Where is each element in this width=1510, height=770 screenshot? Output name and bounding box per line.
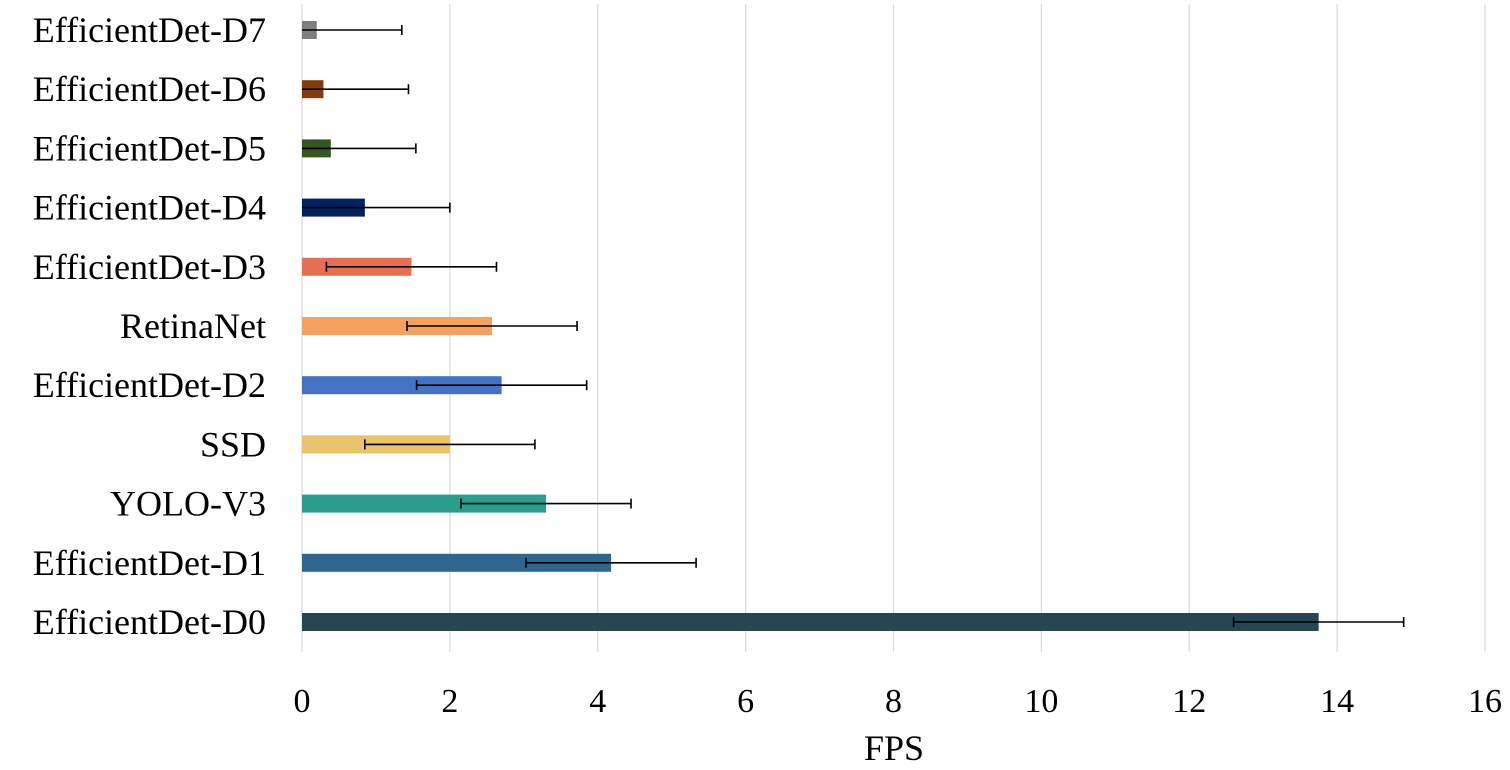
category-label-efficientdet-d5: EfficientDet-D5	[33, 128, 266, 168]
error-bar-ssd	[364, 439, 536, 450]
error-bar-efficientdet-d1	[525, 557, 697, 568]
error-bar-retinanet	[406, 321, 578, 331]
category-label-ssd: SSD	[200, 424, 266, 464]
error-bar-efficientdet-d7	[302, 25, 403, 35]
bars	[302, 21, 1319, 631]
category-label-efficientdet-d4: EfficientDet-D4	[33, 188, 266, 228]
x-tick-14: 14	[1320, 683, 1354, 720]
x-tick-8: 8	[885, 683, 902, 720]
error-bar-efficientdet-d5	[302, 143, 417, 154]
gridlines	[301, 4, 1486, 652]
x-tick-4: 4	[589, 683, 606, 720]
x-tick-16: 16	[1468, 683, 1502, 720]
category-label-efficientdet-d1: EfficientDet-D1	[33, 543, 266, 583]
category-label-efficientdet-d6: EfficientDet-D6	[33, 69, 266, 109]
error-bar-efficientdet-d4	[302, 202, 451, 213]
bar-efficientdet-d1	[302, 553, 612, 572]
x-tick-0: 0	[294, 683, 311, 720]
error-bar-efficientdet-d0	[1232, 617, 1405, 627]
x-axis-title: FPS	[864, 728, 924, 768]
bar-yolo-v3	[302, 494, 546, 513]
x-tick-6: 6	[737, 683, 754, 720]
category-label-efficientdet-d0: EfficientDet-D0	[33, 602, 266, 642]
x-tick-10: 10	[1024, 683, 1058, 720]
bar-retinanet	[302, 317, 493, 335]
bar-efficientdet-d0	[302, 613, 1319, 631]
error-bars	[302, 25, 1405, 627]
category-label-retinanet: RetinaNet	[120, 306, 266, 346]
error-bar-efficientdet-d2	[415, 380, 588, 391]
error-bar-efficientdet-d3	[325, 261, 498, 272]
x-tick-12: 12	[1172, 683, 1206, 720]
category-label-efficientdet-d7: EfficientDet-D7	[33, 10, 266, 50]
error-bar-efficientdet-d6	[302, 84, 410, 95]
error-bar-yolo-v3	[460, 498, 632, 509]
x-tick-2: 2	[441, 683, 458, 720]
x-tick-labels: 0 2 4 6 8 10 12 14 16	[294, 683, 1503, 720]
category-label-yolo-v3: YOLO-V3	[110, 484, 266, 524]
category-labels: EfficientDet-D0 EfficientDet-D1 YOLO-V3 SSD…	[33, 10, 266, 642]
category-label-efficientdet-d2: EfficientDet-D2	[33, 365, 266, 405]
bar-efficientdet-d2	[302, 376, 502, 395]
category-label-efficientdet-d3: EfficientDet-D3	[33, 247, 266, 287]
